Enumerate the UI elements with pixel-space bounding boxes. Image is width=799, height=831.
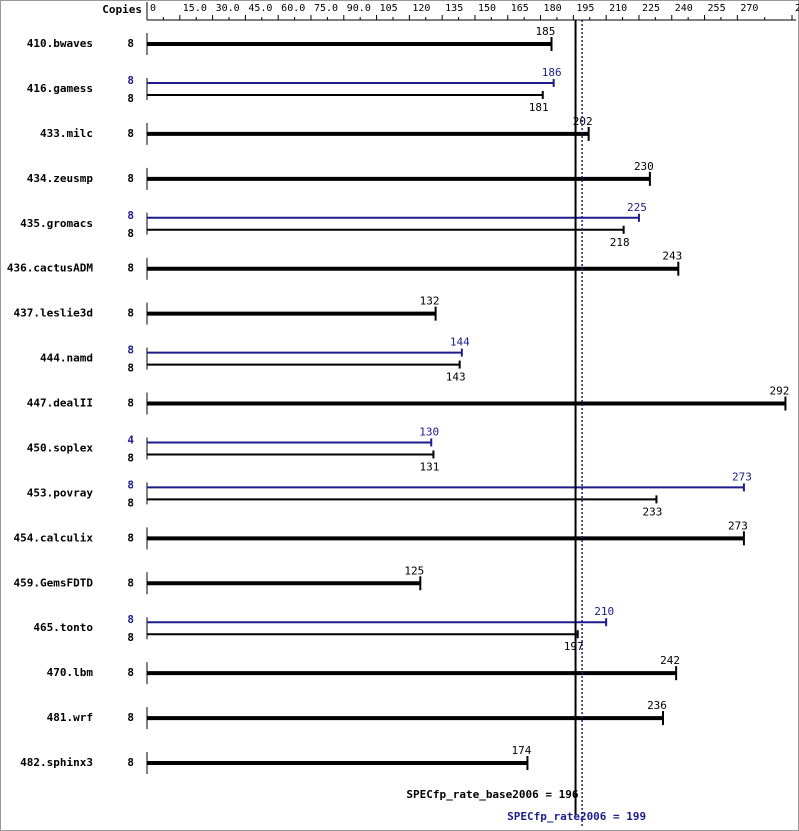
peak-copies: 8 <box>127 613 134 626</box>
x-tick-label: 90.0 <box>347 3 371 14</box>
peak-copies: 4 <box>127 433 134 446</box>
base-copies: 8 <box>127 92 134 105</box>
base-copies: 8 <box>127 397 134 410</box>
benchmark-name: 454.calculix <box>14 531 94 544</box>
peak-value-label: 225 <box>627 201 647 214</box>
benchmark-name: 437.leslie3d <box>14 307 93 320</box>
base-value-label: 131 <box>419 460 439 473</box>
benchmark-name: 465.tonto <box>33 621 93 634</box>
x-tick-label: 0 <box>150 3 156 14</box>
base-copies: 8 <box>127 451 134 464</box>
peak-value-label: 186 <box>542 66 562 79</box>
reference-label: SPECfp_rate_base2006 = 196 <box>406 788 579 801</box>
base-value-label: 181 <box>529 101 549 114</box>
base-copies: 8 <box>127 756 134 769</box>
benchmark-name: 481.wrf <box>47 711 93 724</box>
x-tick-label: 210 <box>609 3 627 14</box>
x-tick-label: 135 <box>445 3 463 14</box>
base-value-label: 242 <box>660 654 680 667</box>
x-tick-label: 225 <box>642 3 660 14</box>
base-value-label: 230 <box>634 160 654 173</box>
peak-value-label: 130 <box>419 425 439 438</box>
benchmark-name: 453.povray <box>27 486 94 499</box>
benchmark-name: 435.gromacs <box>20 217 93 230</box>
benchmark-name: 434.zeusmp <box>27 172 94 185</box>
base-copies: 8 <box>127 631 134 644</box>
peak-value-label: 273 <box>732 470 752 483</box>
peak-copies: 8 <box>127 478 134 491</box>
x-tick-label: 105 <box>380 3 398 14</box>
base-copies: 8 <box>127 307 134 320</box>
base-copies: 8 <box>127 576 134 589</box>
x-tick-label: 30.0 <box>216 3 240 14</box>
base-copies: 8 <box>127 172 134 185</box>
base-value-label: 174 <box>512 744 532 757</box>
benchmark-name: 459.GemsFDTD <box>14 576 94 589</box>
benchmark-name: 444.namd <box>40 352 93 365</box>
peak-copies: 8 <box>127 74 134 87</box>
x-tick-label: 270 <box>740 3 758 14</box>
base-copies: 8 <box>127 37 134 50</box>
peak-value-label: 144 <box>450 336 470 349</box>
peak-copies: 8 <box>127 344 134 357</box>
base-value-label: 197 <box>564 640 584 653</box>
x-tick-label: 180 <box>544 3 562 14</box>
base-value-label: 236 <box>647 699 667 712</box>
base-copies: 8 <box>127 666 134 679</box>
x-tick-label: 295 <box>795 3 799 14</box>
benchmark-name: 436.cactusADM <box>7 262 93 275</box>
base-value-label: 125 <box>404 564 424 577</box>
peak-value-label: 210 <box>594 605 614 618</box>
peak-copies: 8 <box>127 209 134 222</box>
copies-header: Copies <box>102 3 142 16</box>
base-copies: 8 <box>127 496 134 509</box>
x-tick-label: 60.0 <box>281 3 305 14</box>
base-value-label: 132 <box>420 295 440 308</box>
benchmark-name: 410.bwaves <box>27 37 93 50</box>
base-copies: 8 <box>127 262 134 275</box>
benchmark-name: 433.milc <box>40 127 93 140</box>
x-tick-label: 120 <box>412 3 430 14</box>
benchmark-name: 450.soplex <box>27 441 94 454</box>
benchmark-name: 447.dealII <box>27 397 93 410</box>
x-tick-label: 150 <box>478 3 496 14</box>
x-tick-label: 255 <box>708 3 726 14</box>
base-value-label: 143 <box>446 371 466 384</box>
benchmark-name: 482.sphinx3 <box>20 756 93 769</box>
x-tick-label: 165 <box>511 3 529 14</box>
base-copies: 8 <box>127 711 134 724</box>
x-tick-label: 45.0 <box>248 3 272 14</box>
base-value-label: 292 <box>770 385 790 398</box>
base-value-label: 218 <box>610 236 630 249</box>
base-copies: 8 <box>127 362 134 375</box>
benchmark-name: 416.gamess <box>27 82 93 95</box>
x-tick-label: 15.0 <box>183 3 207 14</box>
base-value-label: 233 <box>643 505 663 518</box>
base-value-label: 273 <box>728 519 748 532</box>
base-copies: 8 <box>127 127 134 140</box>
base-value-label: 243 <box>662 250 682 263</box>
base-copies: 8 <box>127 227 134 240</box>
reference-label: SPECfp_rate2006 = 199 <box>507 810 646 823</box>
x-tick-label: 195 <box>576 3 594 14</box>
base-copies: 8 <box>127 531 134 544</box>
x-tick-label: 75.0 <box>314 3 338 14</box>
benchmark-name: 470.lbm <box>47 666 94 679</box>
x-tick-label: 240 <box>675 3 693 14</box>
base-value-label: 185 <box>536 25 556 38</box>
